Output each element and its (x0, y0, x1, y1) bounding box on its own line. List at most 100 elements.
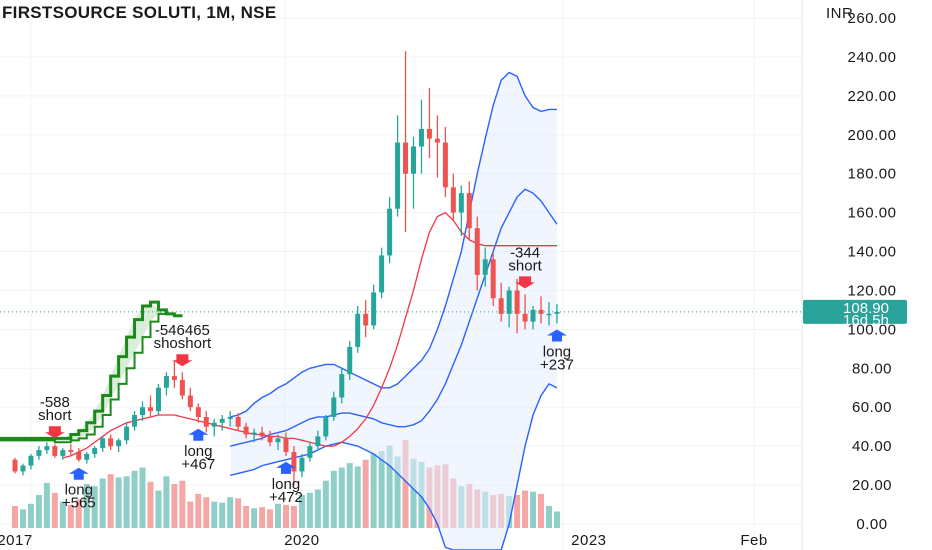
volume-bar (314, 489, 321, 528)
candle-body (155, 387, 161, 412)
candle-body (411, 146, 416, 174)
long-signal-label: +467 (181, 456, 215, 473)
y-axis: 0.00 20.00 40.00 60.00 80.00 100.00 120.00 140.… (848, 10, 897, 533)
candle-body (315, 436, 321, 447)
x-tick-label: Feb (740, 532, 767, 549)
short-signal-arrow (172, 354, 193, 367)
volume-bar (394, 456, 401, 528)
cloud-top-line (0, 300, 183, 440)
volume-bar (91, 486, 98, 528)
y-tick-label: 180.00 (848, 166, 897, 183)
long-signal-label: long (272, 476, 300, 493)
volume-bar (171, 484, 178, 528)
volume-bar (298, 495, 305, 528)
volume-bar (195, 493, 202, 528)
volume-bar (179, 480, 186, 528)
y-tick-label: 160.00 (848, 205, 897, 222)
candle-body (52, 446, 58, 456)
candle-body (76, 451, 82, 460)
x-tick-label: 2023 (571, 532, 606, 549)
band-middle-line (230, 188, 558, 447)
candle-body (108, 438, 114, 447)
y-tick-label: 60.00 (852, 399, 892, 416)
volume-bar (155, 490, 162, 528)
candle-body (84, 453, 90, 460)
volume-bar (83, 484, 90, 528)
candle-body (227, 416, 233, 419)
volume-bar (235, 498, 242, 528)
long-signal-arrow (68, 467, 89, 480)
short-signal-label: -546465 (155, 322, 210, 339)
short-signal-label: short (38, 407, 72, 424)
candle-body (474, 228, 480, 275)
volume-bar (43, 482, 50, 528)
price-tag-box (803, 299, 907, 324)
candle-body (36, 450, 42, 456)
candle-body (100, 438, 106, 449)
candle-body (140, 407, 146, 416)
candle-body (28, 455, 34, 466)
long-signal-arrow (275, 461, 296, 474)
volume-bar (147, 481, 154, 528)
candle-body (426, 128, 432, 139)
candles-layer (0, 51, 802, 486)
candle-body (450, 187, 456, 213)
candle-body (434, 138, 440, 143)
y-tick-label: 40.00 (852, 438, 892, 455)
candle-body (418, 128, 424, 147)
candle-body (124, 426, 130, 441)
candle-body (163, 376, 169, 388)
candle-body (243, 426, 249, 435)
candle-body (355, 313, 361, 347)
candle-body (514, 290, 520, 314)
candle-body (546, 313, 552, 316)
volume-bar (370, 453, 377, 528)
volume-bar (553, 511, 560, 528)
candle-body (291, 451, 297, 472)
long-signal-label: long (65, 482, 93, 499)
y-tick-label: 240.00 (848, 49, 897, 66)
long-signal-label: +237 (540, 357, 574, 374)
volume-bar (107, 474, 114, 528)
candle-body (187, 395, 193, 408)
volume-bar (267, 509, 274, 528)
volume-bar (514, 495, 521, 528)
short-signal-label: shoshort (154, 335, 212, 352)
candle-body (339, 374, 345, 398)
volume-bar (362, 459, 369, 528)
candle-body (403, 142, 409, 174)
candle-body (147, 407, 153, 412)
band-lower-line (230, 382, 558, 550)
volume-bar (251, 508, 258, 528)
candle-body (490, 259, 496, 299)
volume-bar (51, 492, 58, 528)
volume-bar (187, 501, 194, 528)
candle-body (482, 259, 488, 275)
candle-body (179, 379, 185, 396)
candle-body (522, 313, 528, 322)
volume-bar (243, 506, 250, 528)
volume-bar (545, 506, 552, 528)
volume-bar (203, 497, 210, 528)
long-signal-label: +565 (62, 495, 96, 512)
y-tick-label: 260.00 (848, 10, 897, 27)
y-tick-label: 20.00 (852, 477, 892, 494)
y-tick-label: 80.00 (852, 360, 892, 377)
y-tick-label: 100.00 (848, 321, 897, 338)
candle-body (458, 193, 464, 213)
candle-body (44, 446, 50, 451)
y-tick-label: 120.00 (848, 282, 897, 299)
candle-body (20, 465, 26, 472)
candle-body (498, 298, 504, 314)
volume-bar (227, 497, 234, 528)
band-fill (230, 72, 557, 550)
volume-bar (19, 509, 26, 528)
volume-bar (290, 506, 297, 528)
candle-body (371, 292, 377, 326)
candle-body (554, 311, 560, 314)
volume-bar (219, 502, 226, 528)
candle-body (506, 290, 512, 314)
chart-title: FIRSTSOURCE SOLUTI, 1M, NSE (2, 3, 276, 22)
